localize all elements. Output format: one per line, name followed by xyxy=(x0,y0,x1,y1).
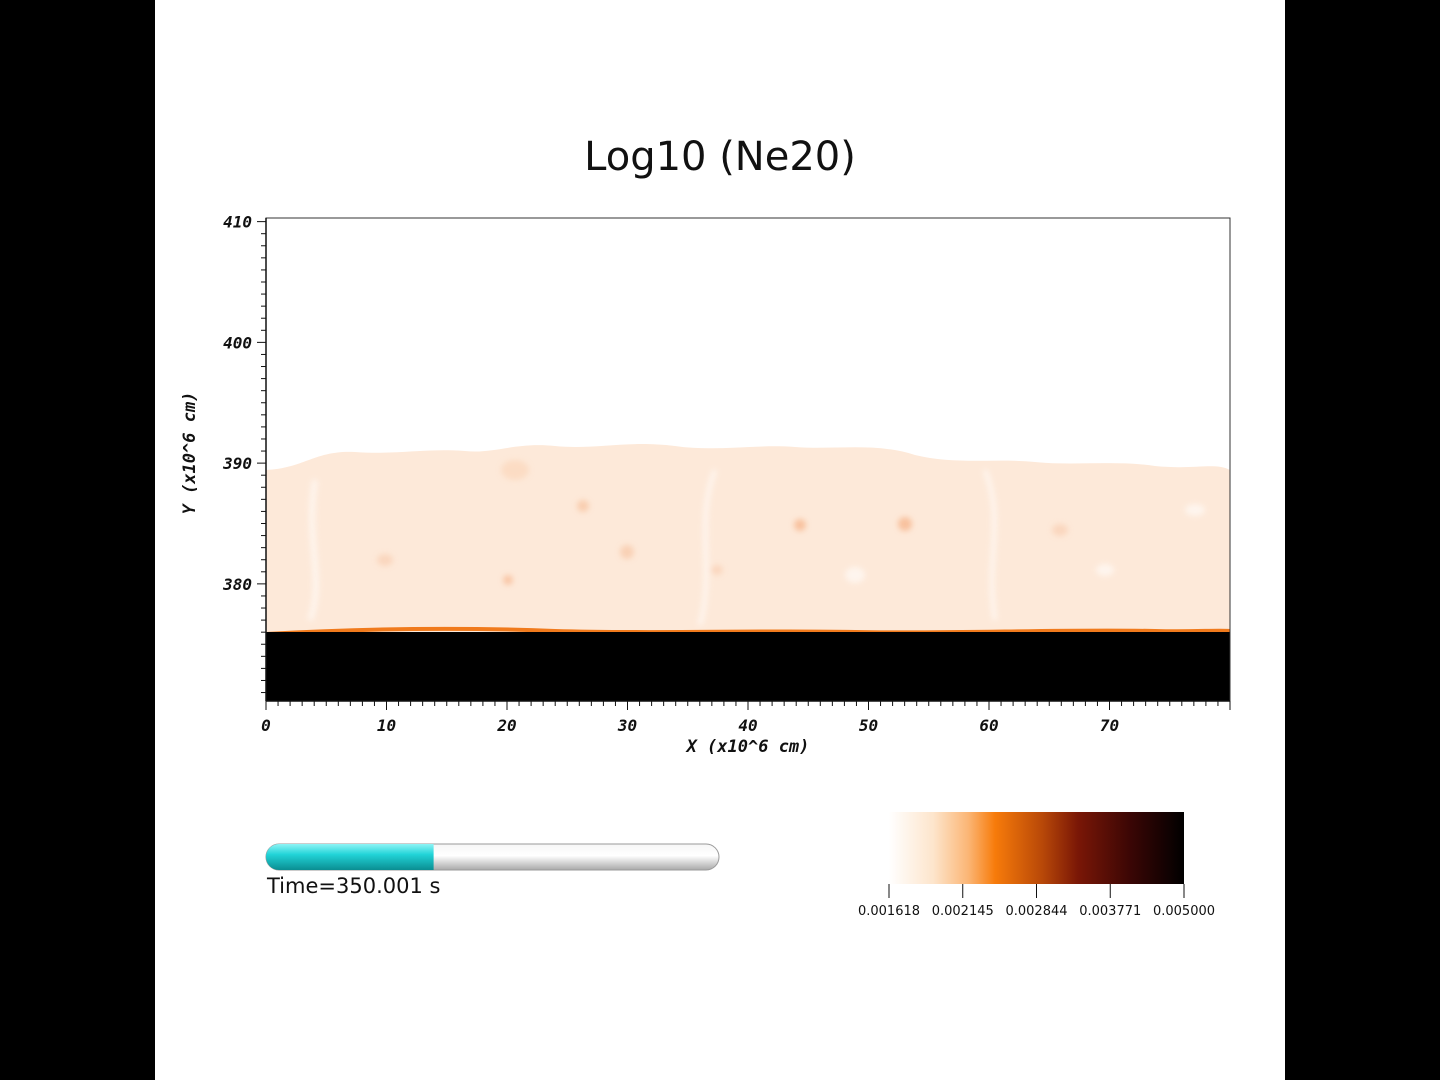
colorbar-tick-label: 0.001618 xyxy=(858,904,920,919)
y-tick-label: 410 xyxy=(223,213,252,232)
x-axis-label: X (x10^6 cm) xyxy=(685,737,810,757)
x-tick-label: 60 xyxy=(979,716,998,735)
y-tick-label: 400 xyxy=(223,333,252,352)
x-tick-label: 20 xyxy=(496,716,516,735)
colorbar-tick-label: 0.002844 xyxy=(1005,904,1067,919)
plume-texture xyxy=(307,460,1205,626)
x-tick-label: 30 xyxy=(617,716,637,735)
y-axis-label: Y (x10^6 cm) xyxy=(180,392,200,515)
x-tick-label: 50 xyxy=(859,716,878,735)
chart-title: Log10 (Ne20) xyxy=(584,134,856,180)
x-axis: 0 10 20 30 40 50 60 70 xyxy=(261,700,1231,735)
x-tick-label: 70 xyxy=(1100,716,1119,735)
x-tick-label: 0 xyxy=(261,716,271,735)
colorbar-ticks: 0.001618 0.002145 0.002844 0.003771 0.005000 xyxy=(858,884,1215,919)
time-progress-bar xyxy=(265,843,720,871)
y-tick-label: 380 xyxy=(222,575,252,594)
x-tick-label: 40 xyxy=(738,716,757,735)
time-label: Time=350.001 s xyxy=(267,874,441,898)
colorbar xyxy=(889,812,1184,884)
figure-frame: Log10 (Ne20) xyxy=(155,0,1285,1080)
chart-svg: 0 10 20 30 40 50 60 70 380 390 400 410 X (x10^6 cm… xyxy=(180,213,1231,919)
colorbar-tick-label: 0.003771 xyxy=(1079,904,1141,919)
colorbar-tick-label: 0.005000 xyxy=(1153,904,1215,919)
y-axis: 380 390 400 410 xyxy=(222,213,267,701)
progress-fill xyxy=(266,844,434,870)
burning-layer xyxy=(266,632,1230,701)
colorbar-tick-label: 0.002145 xyxy=(932,904,994,919)
convective-zone xyxy=(266,444,1230,640)
y-tick-label: 390 xyxy=(222,454,252,473)
burning-interface xyxy=(266,626,1230,636)
x-tick-label: 10 xyxy=(377,716,396,735)
